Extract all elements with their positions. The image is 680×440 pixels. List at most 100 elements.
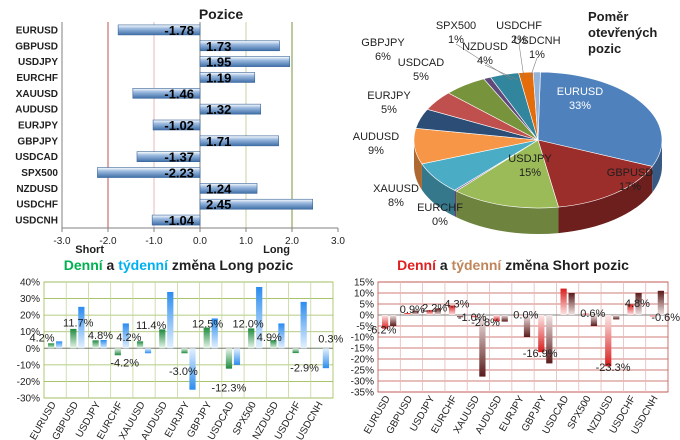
weekly-bar-gbpjpy (211, 318, 218, 349)
data-label-usdjpy: 2.2% (422, 303, 447, 315)
weekly-bar-audusd (167, 291, 174, 349)
weekly-bar-usdcnh (322, 348, 329, 369)
weekly-bar-eurchf (456, 315, 464, 318)
value-label-usdcnh: -1.04 (164, 213, 194, 228)
y-tick-label: 40% (20, 278, 40, 289)
category-label-usdjpy: USDJPY (18, 57, 58, 68)
data-label-eurchf: -4.2% (110, 358, 139, 370)
data-label-xauusd: 4.2% (116, 332, 141, 344)
x-tick-label: 0.0 (193, 236, 207, 247)
data-label-gbpusd: 0.9% (400, 304, 425, 316)
weekly-bar-xauusd (479, 315, 486, 377)
category-label-spx500: SPX500 (21, 168, 58, 179)
daily-bar-spx500 (248, 328, 255, 349)
value-label-eurusd: -1.78 (164, 23, 194, 38)
data-label-eurjpy: 0.0% (513, 309, 538, 321)
value-label-usdchf: 2.45 (206, 197, 231, 212)
category-label-gbpjpy: GBPJPY (17, 136, 58, 147)
daily-bar-nzdusd (605, 315, 612, 367)
position-bar-gbpusd (199, 40, 280, 52)
category-label-usdcnh: USDCNH (15, 216, 58, 227)
value-label-audusd: 1.32 (206, 102, 231, 117)
pie-side-eurusd (652, 140, 662, 193)
daily-bar-eurjpy (515, 315, 523, 316)
daily-bar-nzdusd (270, 340, 277, 349)
title-part-3: týdenní (118, 257, 169, 273)
x-tick-label: 3.0 (331, 236, 345, 247)
pie-side-xauusd (421, 163, 455, 217)
weekly-bar-spx500 (590, 315, 598, 326)
pie-percent-usdcnh: 1% (529, 49, 545, 61)
positions-title: Pozice (199, 6, 244, 22)
pie-percent-usdjpy: 15% (519, 167, 541, 179)
daily-bar-usdcad (560, 288, 567, 315)
value-label-nzdusd: 1.24 (206, 181, 232, 196)
long-change-chart: Denní a týdenní změna Long pozic 40% 30% 20… (17, 257, 344, 440)
daily-bar-eurchf (114, 348, 121, 356)
data-label-nzdusd: -23.3% (596, 362, 631, 374)
pie-label-usdcnh: USDCNH (513, 35, 560, 47)
pie-label-xauusd: XAUUSD (373, 183, 419, 195)
value-label-usdcad: -1.37 (164, 150, 194, 165)
pie-percent-spx500: 1% (448, 34, 464, 46)
title-part-4: změna Long pozic (168, 257, 293, 273)
data-label-gbpjpy: -16.9% (523, 348, 558, 360)
weekly-bar-gbpusd (78, 306, 85, 349)
pie-slice-gbpusd (537, 139, 653, 208)
category-label-eurusd: EURUSD (16, 25, 58, 36)
daily-bar-usdchf (627, 304, 634, 315)
weekly-bar-usdjpy (434, 308, 441, 315)
daily-bar-xauusd (136, 341, 144, 349)
pie-percent-eurusd: 33% (569, 100, 591, 112)
title-part-1: Denní (64, 257, 104, 273)
pie-leader-line-usdcnh (529, 57, 538, 79)
category-label-usdcad: USDCAD (15, 152, 58, 163)
position-bar-usdjpy (199, 56, 290, 67)
data-label-audusd: 11.4% (136, 320, 167, 332)
pie-percent-eurjpy: 5% (381, 104, 397, 116)
pie-label-gbpjpy: GBPJPY (361, 37, 405, 49)
weekly-bar-gbpjpy (546, 315, 553, 364)
data-label-spx500: 0.6% (580, 308, 605, 320)
daily-bar-usdcnh (314, 348, 321, 349)
position-bar-xauusd (132, 88, 201, 99)
pie-percent-usdcad: 5% (413, 71, 429, 83)
daily-bar-usdcnh (649, 315, 656, 317)
y-tick-label: 0% (26, 344, 41, 355)
position-bar-usdcad (136, 151, 201, 162)
pie-label-usdjpy: USDJPY (508, 153, 552, 165)
y-tick-label: 0% (360, 311, 375, 322)
positions-chart: Pozice EURUSD -1.78 GBPUSD 1.73 USDJPY 1.95 EUR… (15, 6, 345, 256)
y-tick-label: 30% (20, 294, 40, 305)
pie-side-eurchf (454, 190, 457, 218)
weekly-bar-xauusd (144, 348, 152, 354)
plot-border (43, 281, 334, 399)
daily-bar-gbpjpy (538, 315, 545, 353)
position-bar-usdchf (199, 198, 313, 210)
daily-bar-eurusd (382, 315, 389, 329)
title-part-4: změna Short pozic (501, 257, 629, 273)
daily-bar-spx500 (582, 313, 590, 315)
value-label-eurchf: 1.19 (206, 70, 231, 85)
value-label-eurjpy: -1.02 (164, 118, 194, 133)
pie-label-audusd: AUDUSD (353, 131, 400, 143)
category-label-nzdusd: NZDUSD (16, 184, 58, 195)
pie-slice-usdcnh (532, 71, 541, 141)
weekly-bar-gbpusd (412, 310, 419, 315)
pie-leader-line-spx500 (455, 43, 513, 81)
position-bar-gbpjpy (199, 135, 279, 147)
y-tick-label: -10% (17, 360, 40, 371)
pie-slice-eurusd (537, 71, 663, 167)
long-zone-label: Long (263, 244, 290, 256)
pie-label-gbpusd: GBPUSD (607, 167, 654, 179)
data-label-usdcnh: 0.3% (318, 333, 343, 345)
y-tick-label: -35% (351, 388, 374, 399)
x-tick-label: 2.0 (285, 236, 299, 247)
pie-label-eurjpy: EURJPY (367, 90, 411, 102)
pie-percent-usdchf: 2% (511, 34, 527, 46)
data-label-nzdusd: 4.9% (257, 332, 282, 344)
position-bar-usdcnh (151, 214, 201, 226)
category-label-eurjpy: EURJPY (18, 121, 58, 132)
pie-label-spx500: SPX500 (436, 20, 476, 32)
